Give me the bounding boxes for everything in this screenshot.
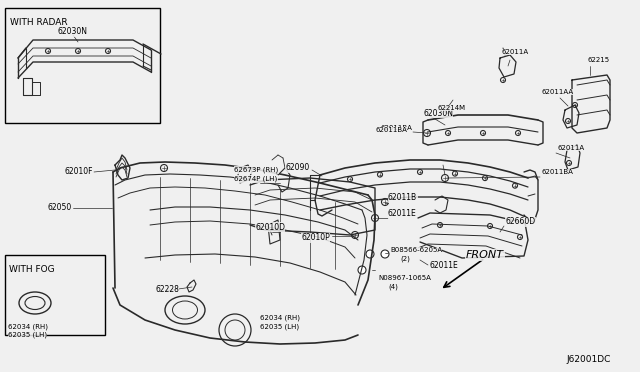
Text: 62035 (LH): 62035 (LH) [8,331,47,337]
Text: 62034 (RH): 62034 (RH) [260,315,300,321]
Text: 62011E: 62011E [430,260,459,269]
Text: 62010P: 62010P [301,234,330,243]
Circle shape [381,250,389,258]
Text: 62011E: 62011E [388,209,417,218]
Text: 62011BA: 62011BA [380,125,412,131]
Text: 62090: 62090 [285,164,310,173]
Text: 62011BA: 62011BA [542,169,574,175]
Text: 62215: 62215 [588,57,610,63]
Text: J62001DC: J62001DC [566,356,611,365]
Text: N08967-1065A: N08967-1065A [378,275,431,281]
Text: 62011AA: 62011AA [542,89,574,95]
Text: FRONT: FRONT [466,250,504,260]
Text: 62011BA: 62011BA [375,127,407,133]
Text: 62030N: 62030N [423,109,453,118]
Text: WITH FOG: WITH FOG [9,265,54,274]
Text: 62034 (RH): 62034 (RH) [8,323,48,330]
Text: 62030N: 62030N [58,28,88,36]
Text: 62011A: 62011A [558,145,585,151]
Text: 62214M: 62214M [437,105,465,111]
Text: 62050: 62050 [48,203,72,212]
Ellipse shape [165,296,205,324]
Text: (4): (4) [388,284,398,290]
Text: 62010F: 62010F [65,167,93,176]
Text: B08566-6205A: B08566-6205A [390,247,442,253]
Text: 62011A: 62011A [502,49,529,55]
Text: 62674P (LH): 62674P (LH) [234,176,277,182]
Bar [5,255,105,335]
Text: 62660D: 62660D [505,218,535,227]
Text: 62010D: 62010D [255,222,285,231]
Text: 62011B: 62011B [388,193,417,202]
Text: WITH RADAR: WITH RADAR [10,18,68,27]
Circle shape [366,250,374,258]
Text: 62228: 62228 [155,285,179,295]
Circle shape [358,266,366,274]
Text: 62673P (RH): 62673P (RH) [234,167,278,173]
Bar [5,8,160,123]
Text: 62035 (LH): 62035 (LH) [260,324,299,330]
Text: (2): (2) [400,256,410,262]
